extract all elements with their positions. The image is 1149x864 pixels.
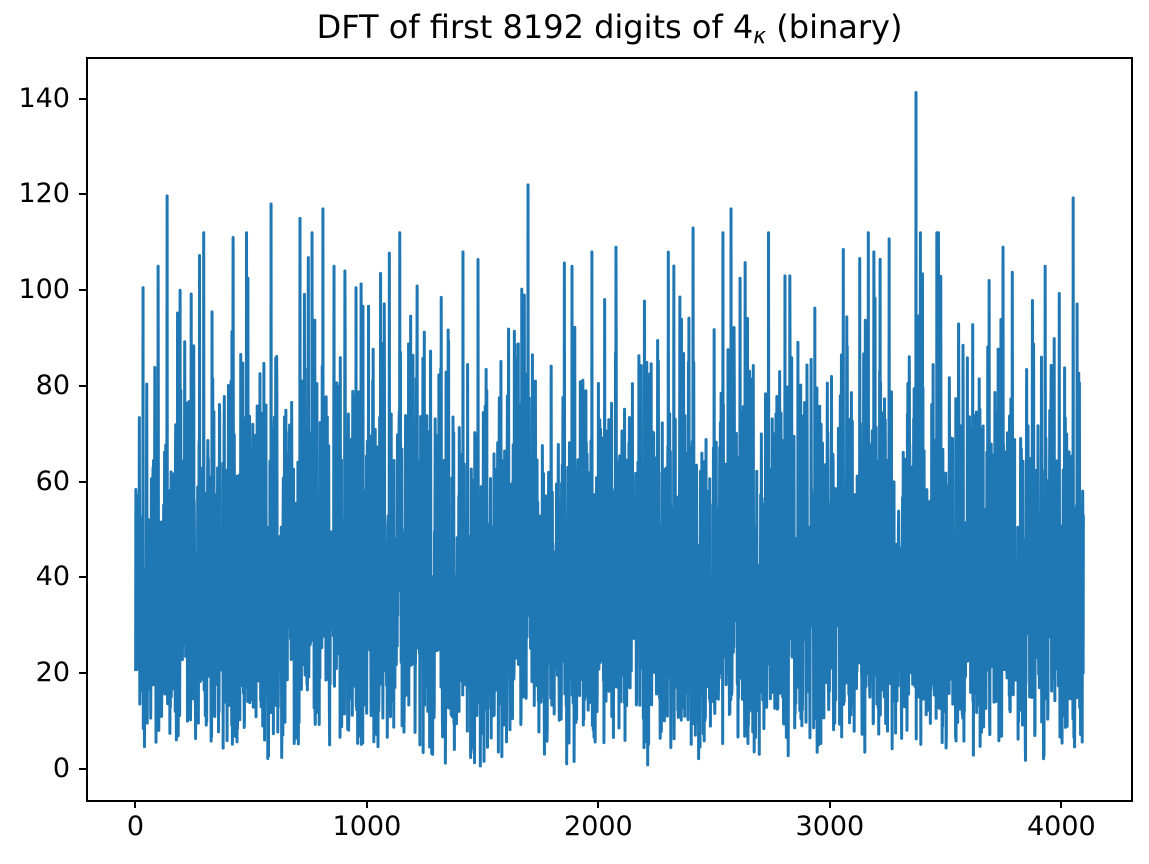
y-tick-label: 60: [35, 465, 70, 497]
chart-title-suffix: (binary): [766, 8, 903, 46]
x-tick-label: 4000: [1027, 811, 1096, 842]
y-tick-mark: [79, 767, 88, 770]
y-tick-mark: [79, 672, 88, 675]
y-tick-mark: [79, 576, 88, 579]
x-tick-label: 0: [126, 811, 144, 842]
x-tick-label: 3000: [795, 811, 865, 842]
y-tick-mark: [79, 480, 88, 483]
x-tick-mark: [828, 800, 831, 808]
y-tick-mark: [79, 193, 88, 196]
y-tick-mark: [79, 384, 88, 387]
y-tick-label: 20: [35, 657, 70, 689]
plot-area: [86, 57, 1133, 802]
x-tick-mark: [365, 800, 368, 808]
x-tick-mark: [1060, 800, 1063, 808]
y-tick-mark: [79, 289, 88, 292]
y-tick-label: 40: [35, 561, 70, 593]
y-tick-label: 140: [18, 82, 70, 114]
chart-title-prefix: DFT of first 8192 digits of 4: [316, 8, 754, 46]
x-tick-label: 2000: [564, 811, 633, 842]
y-tick-label: 80: [35, 369, 70, 401]
chart-title-subscript: κ: [753, 23, 767, 49]
y-tick-label: 100: [18, 274, 70, 306]
y-tick-label: 0: [52, 752, 70, 784]
x-tick-mark: [134, 800, 137, 808]
dft-magnitude-line: [133, 91, 1085, 768]
y-tick-mark: [79, 97, 88, 100]
y-tick-label: 120: [18, 178, 70, 210]
dft-magnitude-plot: [133, 91, 1085, 768]
x-tick-label: 1000: [332, 811, 402, 842]
chart-title: DFT of first 8192 digits of 4κ (binary): [88, 8, 1131, 56]
x-tick-mark: [597, 800, 600, 808]
